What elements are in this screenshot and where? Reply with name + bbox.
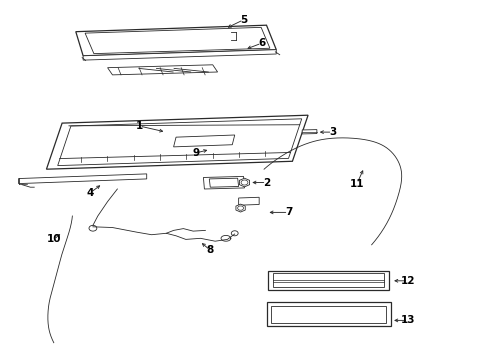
Text: 12: 12 <box>400 276 415 286</box>
Text: 13: 13 <box>400 315 415 325</box>
Polygon shape <box>107 65 217 75</box>
Text: 4: 4 <box>86 188 94 198</box>
Polygon shape <box>173 135 234 147</box>
Circle shape <box>231 231 238 236</box>
Polygon shape <box>302 130 316 134</box>
Polygon shape <box>83 50 276 60</box>
Text: 7: 7 <box>284 207 292 217</box>
Text: 5: 5 <box>240 15 246 25</box>
Text: 6: 6 <box>258 38 264 48</box>
Polygon shape <box>266 302 390 326</box>
Polygon shape <box>238 197 259 205</box>
Text: 8: 8 <box>206 245 213 255</box>
Text: 1: 1 <box>136 121 142 131</box>
Polygon shape <box>19 174 146 184</box>
Text: 10: 10 <box>46 234 61 244</box>
Circle shape <box>89 225 97 231</box>
Polygon shape <box>203 176 244 189</box>
Text: 3: 3 <box>328 127 335 137</box>
Polygon shape <box>46 115 307 169</box>
Polygon shape <box>76 25 276 56</box>
Text: 9: 9 <box>192 148 199 158</box>
Text: 2: 2 <box>263 177 269 188</box>
Text: 11: 11 <box>349 179 364 189</box>
Polygon shape <box>267 271 388 290</box>
